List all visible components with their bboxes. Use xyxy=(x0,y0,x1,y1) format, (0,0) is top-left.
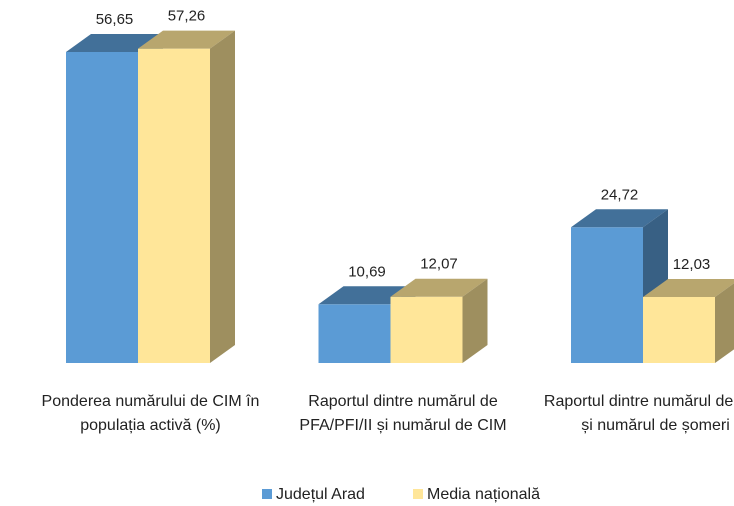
bar-side xyxy=(210,30,235,363)
value-label: 24,72 xyxy=(601,186,639,203)
bar-top xyxy=(390,278,488,297)
value-label: 12,03 xyxy=(673,256,711,273)
bar-front xyxy=(643,296,715,363)
bar-top xyxy=(66,33,163,52)
category-label: Ponderea numărului de CIM în populația a… xyxy=(41,393,260,434)
legend-label: Județul Arad xyxy=(276,486,365,503)
value-label: 12,07 xyxy=(420,256,458,273)
bar-front xyxy=(66,51,138,363)
legend-swatch xyxy=(262,489,272,499)
bar-top xyxy=(643,278,734,297)
bar-front xyxy=(571,227,643,363)
bar-front xyxy=(318,304,391,363)
category-label: Raportul dintre numărul de CIM și număru… xyxy=(543,393,734,434)
value-label: 56,65 xyxy=(96,11,134,28)
value-label: 10,69 xyxy=(348,263,386,280)
bar-side xyxy=(462,278,488,363)
category-label: Raportul dintre numărul de PFA/PFI/II și… xyxy=(299,393,507,434)
value-label: 57,26 xyxy=(168,8,206,25)
bar-front xyxy=(138,48,210,363)
bar-top xyxy=(571,209,668,228)
bar-front xyxy=(390,296,463,363)
legend-swatch xyxy=(413,489,423,499)
bar-side xyxy=(715,283,734,363)
legend-label: Media națională xyxy=(427,486,540,503)
bar-top xyxy=(138,30,235,49)
